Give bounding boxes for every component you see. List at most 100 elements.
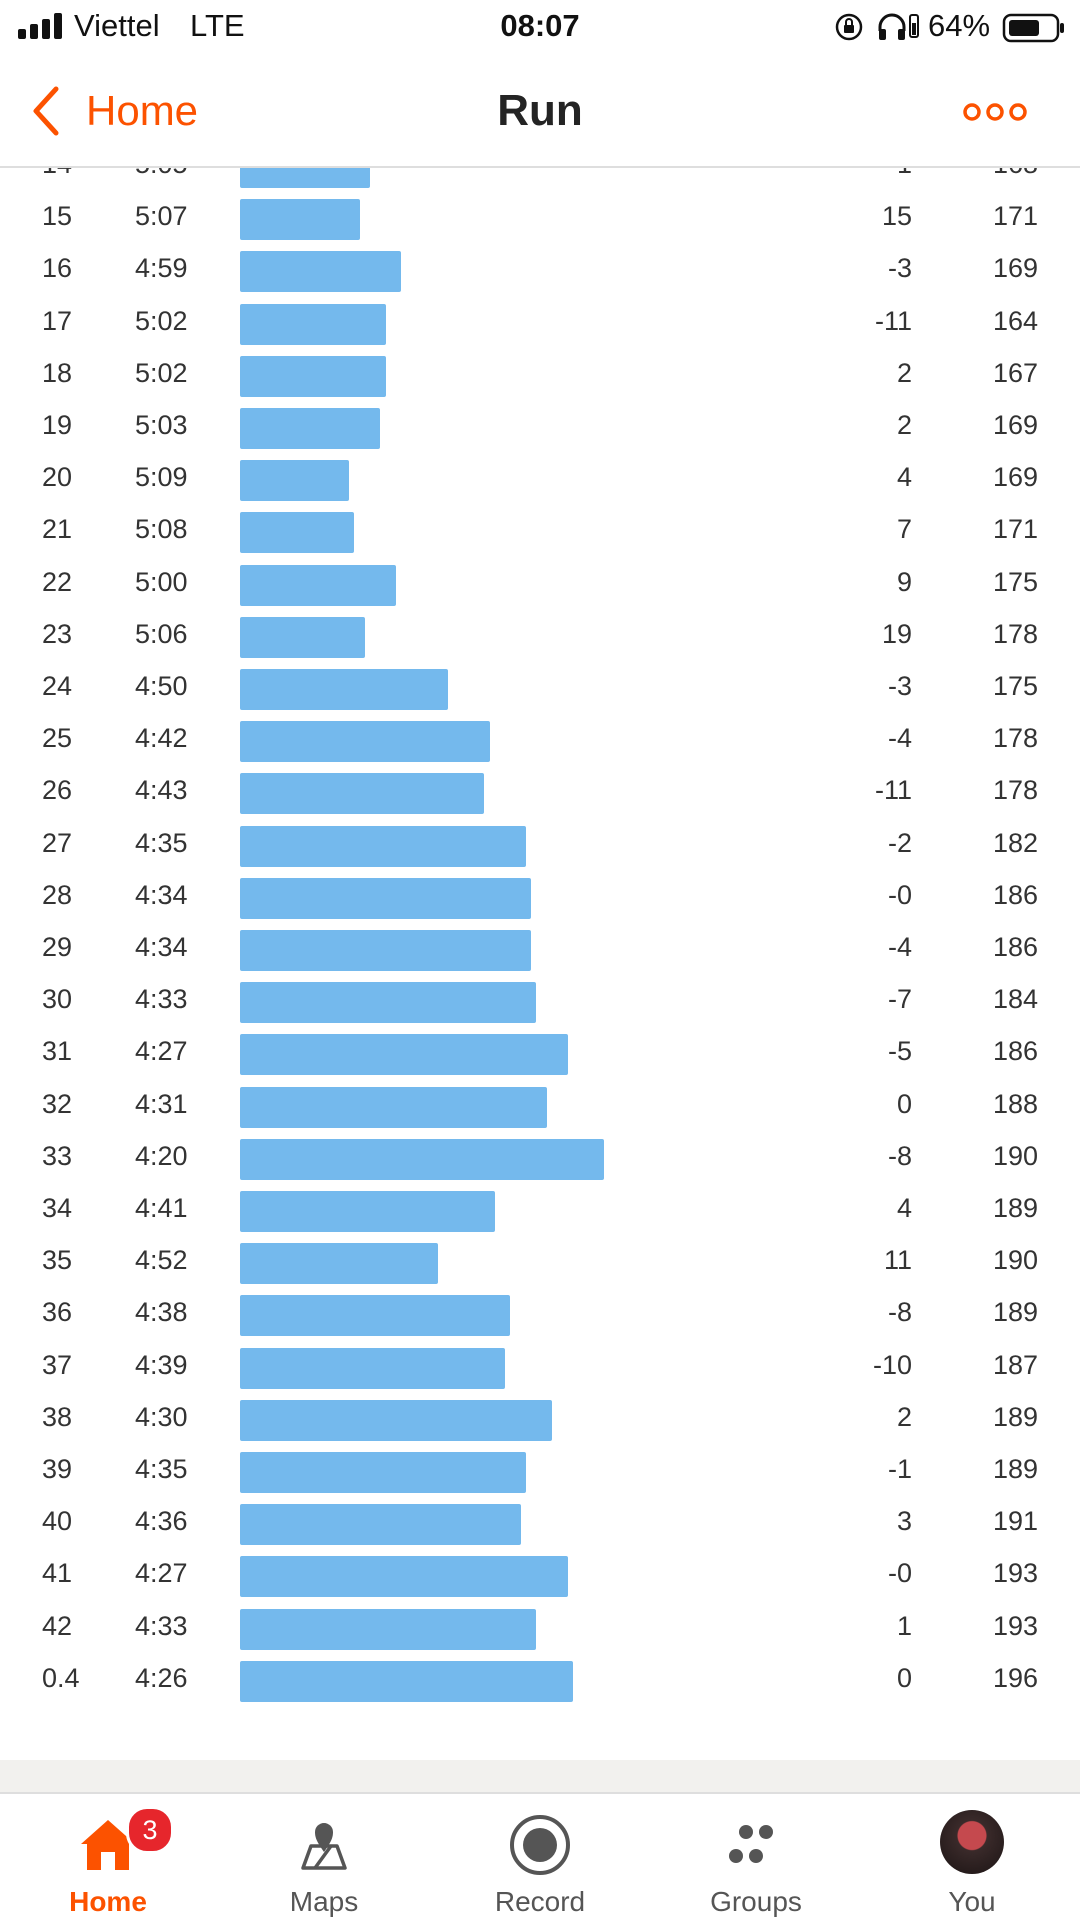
pace-bar bbox=[240, 408, 381, 449]
split-heart-rate: 175 bbox=[992, 671, 1038, 701]
split-elevation: -3 bbox=[887, 671, 912, 701]
pace-bar bbox=[240, 1660, 573, 1702]
back-button[interactable]: Home bbox=[30, 82, 198, 140]
tab-home[interactable]: 3 Home bbox=[0, 1794, 216, 1922]
split-elevation: 7 bbox=[896, 514, 912, 545]
split-elevation: 2 bbox=[896, 1401, 912, 1432]
split-heart-rate: 189 bbox=[992, 1454, 1038, 1484]
tab-label: Maps bbox=[289, 1886, 359, 1917]
tab-maps[interactable]: Maps bbox=[216, 1794, 432, 1922]
split-pace: 4:30 bbox=[135, 1401, 188, 1432]
split-km: 17 bbox=[42, 305, 73, 336]
split-heart-rate: 189 bbox=[992, 1401, 1038, 1432]
split-pace: 4:27 bbox=[135, 1036, 188, 1067]
split-elevation: -11 bbox=[874, 305, 912, 336]
tab-groups[interactable]: Groups bbox=[648, 1794, 864, 1922]
split-pace: 5:05 bbox=[135, 168, 188, 180]
split-row: 33 4:20 -8 190 bbox=[0, 1134, 1080, 1186]
split-km: 14 bbox=[42, 168, 72, 180]
tab-label: Home bbox=[69, 1886, 147, 1917]
split-elevation: -0 bbox=[887, 879, 912, 910]
split-heart-rate: 178 bbox=[992, 723, 1038, 754]
split-heart-rate: 169 bbox=[992, 410, 1038, 440]
split-heart-rate: 169 bbox=[992, 462, 1038, 493]
split-heart-rate: 189 bbox=[992, 1193, 1038, 1223]
groups-icon bbox=[729, 1825, 773, 1863]
split-km: 0.4 bbox=[42, 1662, 80, 1693]
split-row: 18 5:02 2 167 bbox=[0, 351, 1080, 403]
split-elevation: 0 bbox=[896, 1662, 912, 1693]
split-row: 38 4:30 2 189 bbox=[0, 1395, 1080, 1447]
more-dots-icon[interactable] bbox=[960, 92, 1030, 132]
pace-bar bbox=[240, 773, 485, 815]
split-km: 23 bbox=[42, 618, 73, 649]
split-row: 23 5:06 19 178 bbox=[0, 612, 1080, 664]
split-pace: 4:34 bbox=[135, 932, 188, 962]
splits-table: 145:051168155:0715171164:59-3169175:02-1… bbox=[0, 168, 1080, 1760]
split-elevation: -8 bbox=[887, 1140, 912, 1171]
split-elevation: 11 bbox=[883, 1245, 912, 1276]
split-km: 26 bbox=[42, 775, 73, 806]
tab-record[interactable]: Record bbox=[432, 1794, 648, 1922]
split-heart-rate: 175 bbox=[992, 566, 1038, 597]
pace-bar bbox=[240, 982, 537, 1024]
pace-bar bbox=[240, 1191, 495, 1232]
split-pace: 4:36 bbox=[135, 1506, 188, 1537]
split-row: 24 4:50 -3 175 bbox=[0, 664, 1080, 716]
split-heart-rate: 193 bbox=[992, 1610, 1038, 1641]
split-km: 19 bbox=[42, 410, 73, 440]
split-elevation: 2 bbox=[896, 357, 912, 388]
pace-bar bbox=[240, 930, 532, 971]
pace-bar bbox=[240, 1138, 604, 1180]
pace-bar bbox=[240, 669, 448, 710]
split-pace: 4:31 bbox=[135, 1088, 188, 1119]
split-km: 36 bbox=[42, 1297, 73, 1328]
charging-icon bbox=[909, 14, 919, 38]
split-km: 25 bbox=[42, 723, 73, 754]
split-row: 0.4 4:26 0 196 bbox=[0, 1656, 1080, 1708]
split-km: 37 bbox=[42, 1349, 73, 1380]
split-heart-rate: 171 bbox=[992, 201, 1038, 232]
split-heart-rate: 188 bbox=[992, 1088, 1038, 1119]
pace-bar bbox=[240, 1504, 521, 1546]
tab-you[interactable]: You bbox=[864, 1794, 1080, 1922]
split-heart-rate: 190 bbox=[992, 1245, 1038, 1276]
split-km: 22 bbox=[42, 566, 73, 597]
tab-bar: 3 Home Maps Record Groups You bbox=[0, 1792, 1080, 1922]
split-pace: 4:26 bbox=[135, 1662, 188, 1693]
split-row: 30 4:33 -7 184 bbox=[0, 977, 1080, 1029]
split-row: 39 4:35 -1 189 bbox=[0, 1447, 1080, 1499]
split-pace: 4:35 bbox=[135, 1454, 188, 1484]
split-pace: 4:20 bbox=[135, 1140, 188, 1171]
split-pace: 5:02 bbox=[135, 357, 188, 388]
chevron-left-icon bbox=[33, 86, 59, 136]
split-pace: 4:33 bbox=[135, 1610, 188, 1641]
orientation-lock-icon bbox=[835, 13, 863, 41]
split-elevation: -4 bbox=[887, 723, 912, 754]
split-km: 40 bbox=[42, 1506, 73, 1537]
tab-label: Record bbox=[494, 1886, 586, 1917]
split-elevation: -11 bbox=[874, 775, 912, 806]
notification-badge: 3 bbox=[126, 1806, 174, 1854]
split-pace: 4:59 bbox=[135, 253, 188, 284]
split-row: 17 5:02 -11 164 bbox=[0, 299, 1080, 351]
pace-bar bbox=[240, 1347, 506, 1389]
split-pace: 5:02 bbox=[135, 305, 188, 336]
split-row: 37 4:39 -10 187 bbox=[0, 1343, 1080, 1395]
section-divider bbox=[0, 1760, 1080, 1792]
split-row: 16 4:59 -3 169 bbox=[0, 246, 1080, 298]
back-label: Home bbox=[86, 87, 199, 134]
split-km: 27 bbox=[42, 827, 73, 858]
split-elevation: -8 bbox=[887, 1297, 912, 1328]
page-title: Run bbox=[497, 86, 583, 135]
split-km: 16 bbox=[42, 253, 73, 284]
split-km: 21 bbox=[42, 514, 73, 545]
split-km: 32 bbox=[42, 1088, 73, 1119]
split-heart-rate: 168 bbox=[993, 168, 1038, 180]
split-row: 36 4:38 -8 189 bbox=[0, 1290, 1080, 1342]
split-heart-rate: 167 bbox=[992, 357, 1038, 388]
split-km: 29 bbox=[42, 932, 73, 962]
record-icon bbox=[510, 1815, 570, 1875]
split-heart-rate: 191 bbox=[992, 1506, 1038, 1537]
pace-bar bbox=[240, 877, 532, 919]
